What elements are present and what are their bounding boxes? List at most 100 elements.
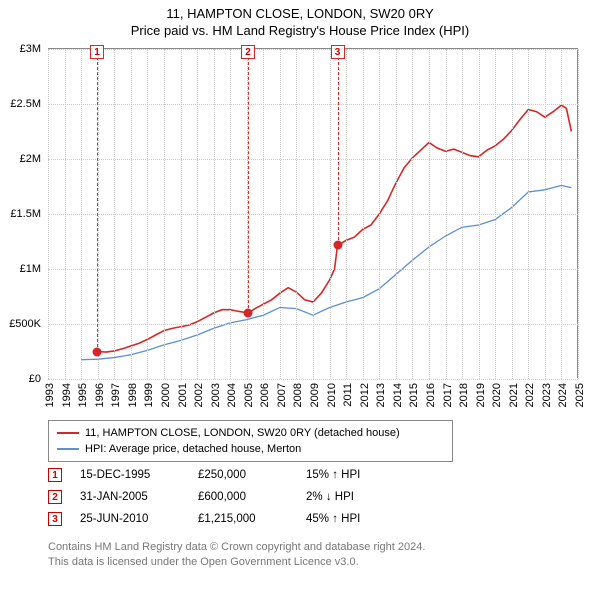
- gridline-v: [396, 49, 397, 379]
- sale-price: £600,000: [198, 491, 288, 503]
- chart-container: 11, HAMPTON CLOSE, LONDON, SW20 0RY Pric…: [0, 0, 600, 590]
- sale-marker-box: 2: [241, 45, 255, 59]
- gridline-v: [280, 49, 281, 379]
- ytick-label: £1M: [1, 263, 41, 275]
- gridline-v: [147, 49, 148, 379]
- legend-label: HPI: Average price, detached house, Mert…: [85, 443, 301, 455]
- sale-marker-box: 1: [90, 45, 104, 59]
- xtick-label: 2021: [508, 383, 520, 407]
- gridline-v: [263, 49, 264, 379]
- xtick-label: 2013: [375, 383, 387, 407]
- gridline-v: [214, 49, 215, 379]
- sale-marker-dot: [93, 347, 102, 356]
- gridline-v: [181, 49, 182, 379]
- gridline-v: [545, 49, 546, 379]
- xtick-label: 2006: [259, 383, 271, 407]
- gridline-v: [296, 49, 297, 379]
- xtick-label: 2007: [276, 383, 288, 407]
- legend-swatch: [57, 432, 79, 434]
- sale-price: £250,000: [198, 469, 288, 481]
- xtick-label: 2023: [541, 383, 553, 407]
- xtick-label: 2018: [458, 383, 470, 407]
- xtick-label: 2017: [442, 383, 454, 407]
- sales-row: 3 25-JUN-2010 £1,215,000 45% ↑ HPI: [48, 508, 396, 530]
- gridline-v: [48, 49, 49, 379]
- legend: 11, HAMPTON CLOSE, LONDON, SW20 0RY (det…: [48, 420, 453, 462]
- xtick-label: 1994: [61, 383, 73, 407]
- attribution-line: Contains HM Land Registry data © Crown c…: [48, 540, 425, 555]
- title-block: 11, HAMPTON CLOSE, LONDON, SW20 0RY Pric…: [0, 0, 600, 40]
- xtick-label: 2002: [193, 383, 205, 407]
- gridline-v: [561, 49, 562, 379]
- gridline-v: [528, 49, 529, 379]
- sale-marker-icon: 1: [48, 468, 62, 482]
- gridline-v: [578, 49, 579, 379]
- sale-marker-line: [338, 57, 339, 245]
- gridline-v: [330, 49, 331, 379]
- gridline-v: [462, 49, 463, 379]
- series-hpi: [81, 185, 571, 359]
- xtick-label: 1998: [127, 383, 139, 407]
- sales-row: 1 15-DEC-1995 £250,000 15% ↑ HPI: [48, 464, 396, 486]
- sale-date: 15-DEC-1995: [80, 469, 180, 481]
- gridline-v: [412, 49, 413, 379]
- legend-item: HPI: Average price, detached house, Mert…: [57, 441, 444, 457]
- xtick-label: 2022: [524, 383, 536, 407]
- ytick-label: £1.5M: [1, 208, 41, 220]
- xtick-label: 2011: [342, 383, 354, 407]
- sale-date: 25-JUN-2010: [80, 513, 180, 525]
- legend-item: 11, HAMPTON CLOSE, LONDON, SW20 0RY (det…: [57, 425, 444, 441]
- attribution-line: This data is licensed under the Open Gov…: [48, 555, 425, 570]
- ytick-label: £500K: [1, 318, 41, 330]
- gridline-v: [363, 49, 364, 379]
- title-subtitle: Price paid vs. HM Land Registry's House …: [0, 23, 600, 40]
- gridline-h: [48, 379, 578, 380]
- xtick-label: 2004: [226, 383, 238, 407]
- xtick-label: 2003: [210, 383, 222, 407]
- sale-diff: 45% ↑ HPI: [306, 513, 396, 525]
- gridline-v: [81, 49, 82, 379]
- xtick-label: 2020: [491, 383, 503, 407]
- gridline-v: [346, 49, 347, 379]
- xtick-label: 2001: [177, 383, 189, 407]
- plot-area: £0£500K£1M£1.5M£2M£2.5M£3M19931994199519…: [48, 48, 578, 378]
- gridline-v: [313, 49, 314, 379]
- xtick-label: 1996: [94, 383, 106, 407]
- sale-marker-icon: 2: [48, 490, 62, 504]
- xtick-label: 2010: [326, 383, 338, 407]
- title-address: 11, HAMPTON CLOSE, LONDON, SW20 0RY: [0, 6, 600, 23]
- sales-row: 2 31-JAN-2005 £600,000 2% ↓ HPI: [48, 486, 396, 508]
- gridline-v: [197, 49, 198, 379]
- xtick-label: 1999: [143, 383, 155, 407]
- series-price_paid: [97, 105, 571, 352]
- sale-marker-dot: [244, 309, 253, 318]
- xtick-label: 2014: [392, 383, 404, 407]
- xtick-label: 2008: [292, 383, 304, 407]
- gridline-v: [131, 49, 132, 379]
- gridline-v: [114, 49, 115, 379]
- xtick-label: 2009: [309, 383, 321, 407]
- xtick-label: 2000: [160, 383, 172, 407]
- xtick-label: 1997: [110, 383, 122, 407]
- attribution: Contains HM Land Registry data © Crown c…: [48, 540, 425, 570]
- gridline-v: [429, 49, 430, 379]
- gridline-v: [65, 49, 66, 379]
- sales-table: 1 15-DEC-1995 £250,000 15% ↑ HPI 2 31-JA…: [48, 464, 396, 530]
- xtick-label: 2016: [425, 383, 437, 407]
- ytick-label: £2M: [1, 153, 41, 165]
- sale-price: £1,215,000: [198, 513, 288, 525]
- sale-diff: 2% ↓ HPI: [306, 491, 396, 503]
- legend-swatch: [57, 448, 79, 450]
- xtick-label: 2012: [359, 383, 371, 407]
- sale-marker-line: [97, 57, 98, 352]
- gridline-v: [446, 49, 447, 379]
- sale-date: 31-JAN-2005: [80, 491, 180, 503]
- ytick-label: £3M: [1, 43, 41, 55]
- gridline-v: [512, 49, 513, 379]
- gridline-v: [164, 49, 165, 379]
- ytick-label: £0: [1, 373, 41, 385]
- xtick-label: 2025: [574, 383, 586, 407]
- gridline-v: [495, 49, 496, 379]
- gridline-v: [479, 49, 480, 379]
- legend-label: 11, HAMPTON CLOSE, LONDON, SW20 0RY (det…: [85, 427, 400, 439]
